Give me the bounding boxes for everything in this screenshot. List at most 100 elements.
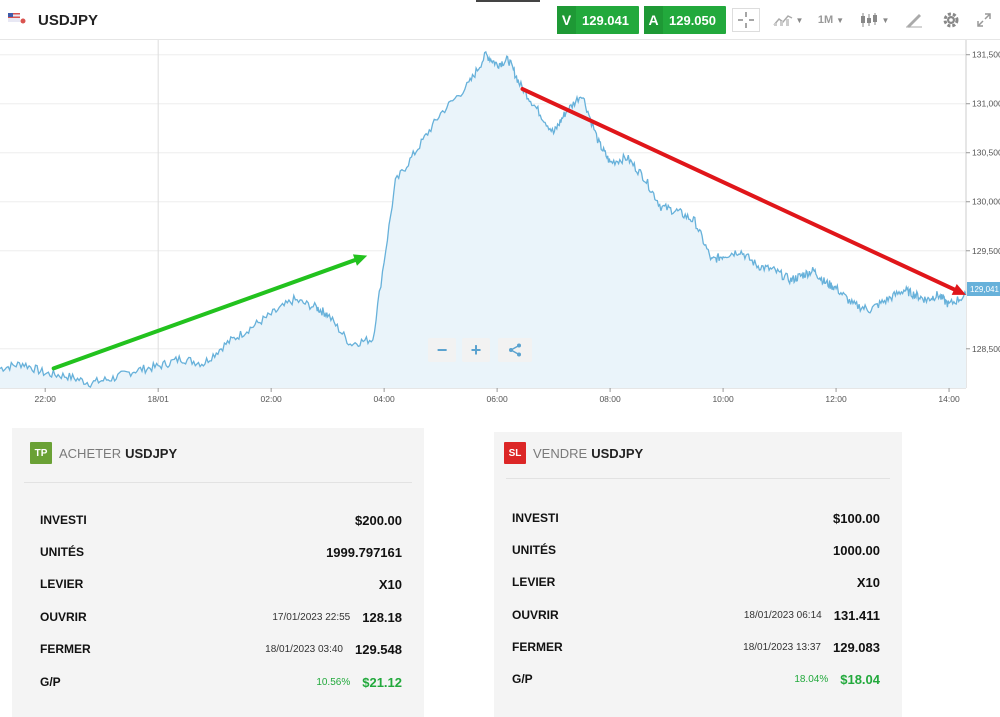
y-tick-label: 129,500 <box>972 246 1000 256</box>
row-investi: INVESTI $100.00 <box>512 508 880 528</box>
flag-icon <box>8 13 26 24</box>
row-levier: LEVIER X10 <box>512 572 880 592</box>
row-value: 128.18 <box>362 609 402 625</box>
row-levier: LEVIER X10 <box>40 574 402 594</box>
row-value: $21.12 <box>362 674 402 690</box>
row-ouvrir: OUVRIR 18/01/2023 06:14 131.411 <box>512 605 880 625</box>
trade-direction: VENDRE <box>533 445 588 461</box>
row-label: UNITÉS <box>40 545 85 559</box>
price-line <box>0 50 967 389</box>
sell-card-title: SL VENDRE USDJPY <box>504 442 643 464</box>
row-investi: INVESTI $200.00 <box>40 510 402 530</box>
zoom-out-button[interactable]: − <box>428 338 456 362</box>
x-tick-label: 10:00 <box>712 394 734 404</box>
current-price-label: 129,041 <box>970 285 999 294</box>
trend-arrow-up <box>51 258 357 371</box>
y-axis: 131,500 131,000 130,500 130,000 129,500 128,5… <box>966 50 1000 354</box>
buy-letter: A <box>644 6 663 34</box>
row-value: X10 <box>378 576 402 592</box>
row-value: 1999.797161 <box>326 544 402 560</box>
row-label: OUVRIR <box>512 608 559 622</box>
y-tick-label: 130,000 <box>972 197 1000 207</box>
crosshair-icon <box>738 12 754 28</box>
card-divider <box>24 482 412 483</box>
row-value: 129.548 <box>355 641 402 657</box>
buy-button[interactable]: A 129.050 <box>644 6 726 34</box>
trend-arrow-down <box>520 87 957 292</box>
x-tick-label: 12:00 <box>825 394 847 404</box>
row-value: $18.04 <box>840 671 880 687</box>
row-label: LEVIER <box>40 577 84 591</box>
price-area-fill <box>0 51 966 389</box>
row-date: 18/01/2023 06:14 <box>743 609 822 621</box>
candlestick-button[interactable]: ▼ <box>856 8 892 32</box>
chevron-down-icon: ▼ <box>836 15 845 25</box>
timeframe-select[interactable]: 1M ▼ <box>814 8 848 32</box>
sell-price: 129.041 <box>582 12 629 28</box>
gear-icon <box>943 12 959 28</box>
sell-letter: V <box>557 6 576 34</box>
minus-icon: − <box>436 339 448 360</box>
trade-direction: ACHETER <box>59 445 122 461</box>
row-date: 17/01/2023 22:55 <box>272 611 351 623</box>
chevron-down-icon: ▼ <box>795 15 804 25</box>
x-tick-label: 04:00 <box>373 394 395 404</box>
row-value: 131.411 <box>833 607 880 623</box>
row-unites: UNITÉS 1999.797161 <box>40 542 402 562</box>
row-label: INVESTI <box>512 511 559 525</box>
row-label: G/P <box>512 672 533 686</box>
x-tick-label: 02:00 <box>261 394 283 404</box>
row-fermer: FERMER 18/01/2023 13:37 129.083 <box>512 637 880 657</box>
y-tick-label: 131,000 <box>972 99 1000 109</box>
x-tick-label: 14:00 <box>938 394 960 404</box>
share-icon <box>509 343 521 357</box>
row-label: G/P <box>40 675 61 689</box>
row-gp: G/P 10.56% $21.12 <box>40 672 402 692</box>
buy-card-title: TP ACHETER USDJPY <box>30 442 177 464</box>
trade-symbol: USDJPY <box>125 445 178 461</box>
share-button[interactable] <box>498 338 532 362</box>
expand-button[interactable] <box>972 8 996 32</box>
trade-symbol: USDJPY <box>591 445 644 461</box>
expand-icon <box>977 13 991 27</box>
chart-type-button[interactable]: ▼ <box>770 8 806 32</box>
row-label: FERMER <box>512 640 563 654</box>
drawing-button[interactable] <box>902 8 926 32</box>
zoom-in-button[interactable]: + <box>462 338 490 362</box>
row-value: 1000.00 <box>833 542 880 558</box>
crosshair-button[interactable] <box>732 8 760 32</box>
row-fermer: FERMER 18/01/2023 03:40 129.548 <box>40 639 402 659</box>
drawing-icon <box>906 14 922 28</box>
row-ouvrir: OUVRIR 17/01/2023 22:55 128.18 <box>40 607 402 627</box>
row-label: UNITÉS <box>512 543 557 557</box>
price-chart[interactable]: 131,500 131,000 130,500 130,000 129,500 128,5… <box>0 40 1000 412</box>
row-value: $100.00 <box>833 510 880 526</box>
y-tick-label: 131,500 <box>972 50 1000 60</box>
y-tick-label: 130,500 <box>972 148 1000 158</box>
x-tick-label: 18/01 <box>148 394 170 404</box>
row-percent: 18.04% <box>794 673 829 685</box>
settings-button[interactable] <box>938 8 964 32</box>
row-unites: UNITÉS 1000.00 <box>512 540 880 560</box>
instrument-symbol: USDJPY <box>38 12 99 29</box>
tp-badge: TP <box>30 442 52 464</box>
row-label: OUVRIR <box>40 610 87 624</box>
card-divider <box>506 478 890 479</box>
timeframe-label: 1M <box>817 14 834 26</box>
sell-trade-card: SL VENDRE USDJPY INVESTI $100.00 UNITÉS … <box>494 432 902 717</box>
instrument-header: USDJPY V 129.041 A 129.050 ▼ 1 <box>0 0 1000 40</box>
arrow-head <box>951 283 966 295</box>
row-label: LEVIER <box>512 575 556 589</box>
row-date: 18/01/2023 13:37 <box>743 641 821 653</box>
chevron-down-icon: ▼ <box>881 15 890 25</box>
y-tick-label: 128,500 <box>972 344 1000 354</box>
x-axis: 22:00 18/01 02:00 04:00 06:00 08:00 10:00 12:00… <box>35 388 960 404</box>
row-label: INVESTI <box>40 513 87 527</box>
buy-price: 129.050 <box>669 12 716 28</box>
chart-type-icon <box>772 15 792 26</box>
row-percent: 10.56% <box>316 676 351 688</box>
sl-badge: SL <box>504 442 526 464</box>
sell-button[interactable]: V 129.041 <box>557 6 639 34</box>
row-value: 129.083 <box>833 639 880 655</box>
